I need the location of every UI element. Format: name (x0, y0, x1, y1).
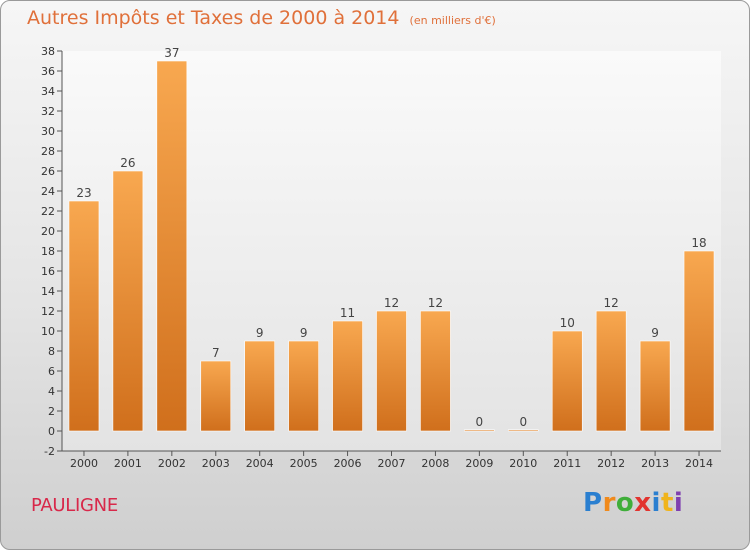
bar-value-label: 11 (340, 306, 355, 320)
bar-value-label: 23 (76, 186, 91, 200)
y-tick-label: -2 (44, 445, 55, 458)
x-tick-label: 2010 (509, 457, 537, 470)
bar-value-label: 7 (212, 346, 220, 360)
y-tick-label: 34 (41, 85, 55, 98)
chart-title: Autres Impôts et Taxes de 2000 à 2014 (e… (27, 7, 496, 29)
title-unit: (en milliers d'€) (409, 14, 496, 27)
proxiti-logo: Proxiti (583, 488, 684, 518)
y-tick-label: 8 (48, 345, 55, 358)
bar-2005 (288, 340, 319, 432)
bar-2000 (68, 200, 100, 432)
bar-2007 (376, 310, 407, 432)
y-tick-label: 6 (48, 365, 55, 378)
bar-2004 (244, 340, 275, 432)
bar-2001 (112, 170, 144, 432)
bar-value-label: 12 (604, 296, 619, 310)
bar-2002 (156, 60, 188, 432)
x-tick-label: 2007 (378, 457, 406, 470)
x-tick-label: 2006 (334, 457, 362, 470)
bar-value-label: 18 (691, 236, 706, 250)
bar-value-label: 9 (256, 326, 264, 340)
bar-2010 (507, 429, 539, 432)
y-tick-label: 32 (41, 105, 55, 118)
bar-2006 (332, 320, 363, 432)
bar-2003 (200, 360, 232, 432)
town-name: PAULIGNE (31, 495, 118, 516)
y-tick-label: 28 (41, 145, 55, 158)
y-tick-label: 36 (41, 65, 55, 78)
x-tick-label: 2012 (597, 457, 625, 470)
bar-2014 (683, 250, 715, 432)
y-tick-label: 22 (41, 205, 55, 218)
y-tick-label: 12 (41, 305, 55, 318)
bars-group: 23 26 37 7 9 9 11 12 12 0 0 10 12 9 18 (68, 46, 715, 432)
y-tick-label: 18 (41, 245, 55, 258)
bar-value-label: 0 (519, 415, 527, 429)
x-tick-label: 2003 (202, 457, 230, 470)
bar-2008 (420, 310, 451, 432)
x-tick-label: 2002 (158, 457, 186, 470)
title-text: Autres Impôts et Taxes de 2000 à 2014 (27, 7, 400, 29)
y-tick-label: 14 (41, 285, 55, 298)
bar-value-label: 10 (560, 316, 575, 330)
x-tick-label: 2001 (114, 457, 142, 470)
x-tick-label: 2008 (421, 457, 449, 470)
bar-2011 (551, 330, 583, 432)
y-tick-label: 24 (41, 185, 55, 198)
bar-value-label: 37 (164, 46, 179, 60)
x-tick-label: 2005 (290, 457, 318, 470)
x-tick-label: 2011 (553, 457, 581, 470)
x-tick-label: 2014 (685, 457, 713, 470)
y-tick-label: 20 (41, 225, 55, 238)
y-tick-label: 4 (48, 385, 55, 398)
y-tick-label: 30 (41, 125, 55, 138)
bar-value-label: 9 (651, 326, 659, 340)
x-tick-label: 2009 (465, 457, 493, 470)
bar-2013 (639, 340, 671, 432)
bar-value-label: 9 (300, 326, 308, 340)
bar-value-label: 0 (476, 415, 484, 429)
bar-2009 (464, 429, 495, 432)
y-tick-label: 16 (41, 265, 55, 278)
bar-value-label: 26 (120, 156, 135, 170)
bar-value-label: 12 (428, 296, 443, 310)
y-tick-label: 10 (41, 325, 55, 338)
y-tick-label: 2 (48, 405, 55, 418)
x-axis: 2000 2001 2002 2003 2004 2005 2006 2007 2008 2009… (62, 450, 721, 470)
bar-2012 (595, 310, 627, 432)
x-tick-label: 2000 (70, 457, 98, 470)
y-tick-label: 26 (41, 165, 55, 178)
x-tick-label: 2013 (641, 457, 669, 470)
x-tick-label: 2004 (246, 457, 274, 470)
bar-value-label: 12 (384, 296, 399, 310)
y-tick-label: 0 (48, 425, 55, 438)
y-tick-label: 38 (41, 45, 55, 58)
